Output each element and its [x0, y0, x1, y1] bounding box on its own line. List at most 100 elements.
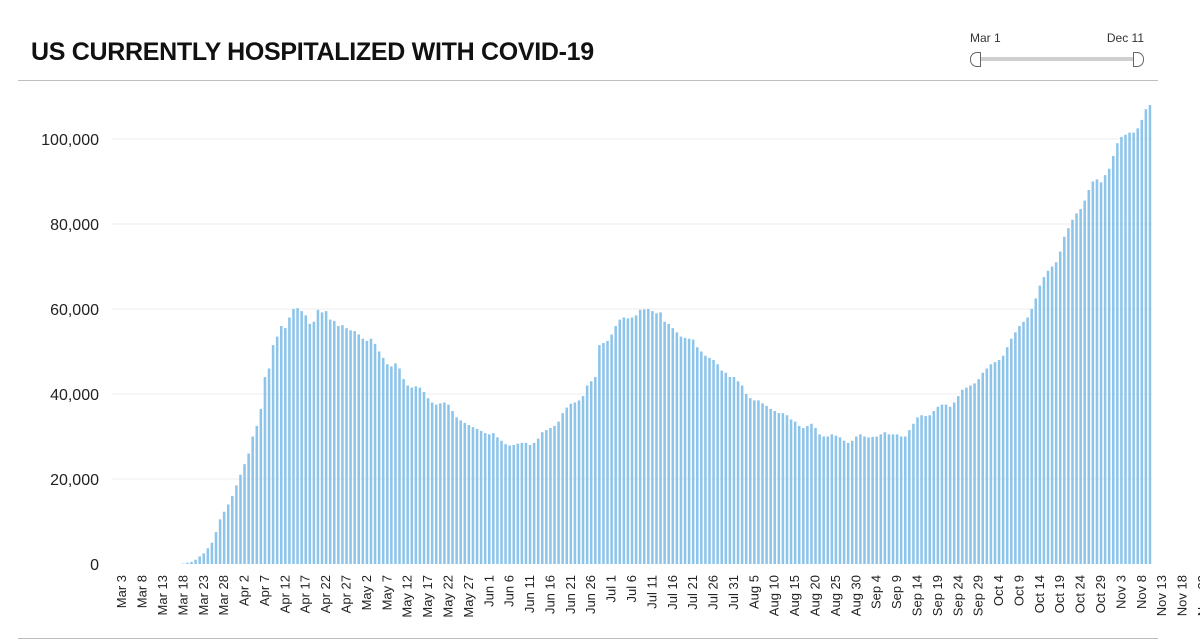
- bar: [1099, 182, 1103, 564]
- bar: [753, 400, 756, 565]
- bar: [830, 434, 834, 565]
- bar: [210, 542, 214, 564]
- bar: [1083, 200, 1086, 564]
- bar: [1014, 332, 1017, 565]
- bar: [1030, 309, 1033, 564]
- bar: [1111, 156, 1115, 564]
- bar: [528, 445, 532, 564]
- bar: [1103, 175, 1107, 565]
- range-track[interactable]: [978, 57, 1136, 61]
- bar: [545, 430, 548, 565]
- bar: [1018, 326, 1021, 564]
- bar: [895, 434, 899, 565]
- bar: [977, 379, 980, 565]
- bar: [487, 434, 491, 565]
- bar: [712, 360, 715, 564]
- bar: [516, 443, 520, 564]
- footer-divider: [18, 638, 1158, 639]
- x-tick-label: Oct 4: [991, 575, 1006, 606]
- x-tick-label: Aug 15: [787, 575, 802, 616]
- bar: [908, 430, 911, 565]
- bar: [235, 485, 238, 565]
- x-tick-label: Apr 7: [257, 575, 272, 606]
- bar: [279, 326, 283, 564]
- bar: [479, 430, 483, 564]
- bar: [418, 387, 422, 565]
- bar: [1063, 236, 1066, 564]
- x-tick-label: Jun 21: [563, 575, 578, 614]
- bar: [434, 404, 438, 565]
- bar: [390, 366, 393, 565]
- bar: [1140, 119, 1144, 564]
- bar: [757, 400, 760, 565]
- bar: [373, 343, 377, 564]
- bar: [512, 445, 515, 564]
- x-tick-label: Jul 11: [644, 575, 659, 609]
- bar: [504, 444, 507, 564]
- bar: [443, 402, 446, 564]
- bar: [349, 330, 352, 564]
- bar: [948, 406, 952, 564]
- x-tick-label: Aug 20: [808, 575, 823, 616]
- bar: [810, 423, 813, 564]
- bar: [997, 360, 1001, 564]
- bar: [202, 553, 206, 565]
- range-start-handle[interactable]: [970, 52, 981, 67]
- bar: [565, 407, 569, 564]
- bar: [606, 340, 609, 565]
- bar: [1107, 168, 1111, 564]
- bar: [471, 427, 475, 564]
- bar: [430, 402, 434, 564]
- bar: [728, 377, 732, 564]
- bar: [194, 559, 197, 564]
- x-tick-label: Jul 1: [604, 575, 619, 602]
- date-range-slider[interactable]: Mar 1 Dec 11: [966, 28, 1148, 72]
- y-axis: 0 20,000 40,000 60,000 80,000 100,000: [41, 132, 99, 574]
- x-tick-label: Mar 23: [196, 575, 211, 615]
- bar: [345, 328, 348, 565]
- bar: [292, 309, 295, 564]
- bar: [638, 309, 642, 564]
- range-end-handle[interactable]: [1133, 52, 1144, 67]
- bar: [1075, 213, 1078, 565]
- bar: [1042, 277, 1046, 565]
- bar: [394, 363, 397, 564]
- bar: [940, 404, 944, 565]
- bar: [569, 403, 573, 564]
- bar: [785, 415, 789, 564]
- bar: [414, 386, 418, 564]
- bar: [899, 436, 903, 564]
- x-tick-label: Sep 14: [910, 575, 925, 616]
- x-tick-label: Sep 24: [950, 575, 965, 616]
- bar: [532, 442, 536, 565]
- bar: [781, 413, 785, 565]
- bar: [871, 436, 874, 564]
- bar: [357, 334, 361, 564]
- bar: [1087, 190, 1091, 564]
- bar: [826, 436, 830, 564]
- bar: [695, 347, 699, 564]
- bar: [337, 326, 340, 564]
- y-tick-label: 40,000: [50, 387, 99, 404]
- bar: [744, 394, 748, 564]
- x-tick-label: Oct 24: [1073, 575, 1088, 613]
- bar: [916, 417, 919, 565]
- bar: [985, 368, 989, 564]
- bar: [891, 434, 895, 565]
- bar: [630, 317, 634, 564]
- bar: [614, 326, 617, 564]
- bar: [557, 421, 560, 565]
- bar: [602, 343, 605, 564]
- x-tick-label: Apr 22: [318, 575, 333, 613]
- bar: [296, 308, 299, 564]
- x-tick-label: Jul 6: [624, 575, 639, 602]
- bar: [455, 417, 458, 565]
- bar: [765, 405, 768, 564]
- bar: [259, 408, 263, 565]
- x-tick-label: Jul 31: [726, 575, 741, 610]
- bar: [594, 377, 597, 564]
- y-tick-label: 100,000: [41, 132, 99, 149]
- x-tick-label: Apr 27: [339, 575, 354, 613]
- bar: [426, 398, 430, 564]
